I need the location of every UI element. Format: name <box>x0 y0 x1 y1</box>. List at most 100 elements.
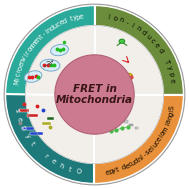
Text: a: a <box>165 118 172 124</box>
Bar <box>19 109 29 112</box>
Text: d: d <box>157 48 164 54</box>
Text: e: e <box>58 19 65 26</box>
Ellipse shape <box>126 73 132 78</box>
Ellipse shape <box>111 64 116 68</box>
Text: e: e <box>50 158 57 165</box>
Text: d: d <box>133 158 140 165</box>
Text: e: e <box>153 42 160 49</box>
Text: o: o <box>17 65 24 71</box>
Bar <box>30 132 43 135</box>
Wedge shape <box>6 6 94 94</box>
Text: I: I <box>107 14 110 20</box>
Wedge shape <box>6 94 94 183</box>
Ellipse shape <box>119 39 125 43</box>
Wedge shape <box>94 6 183 94</box>
Bar <box>135 127 138 129</box>
Text: -: - <box>125 19 129 26</box>
Text: e: e <box>18 62 25 68</box>
Wedge shape <box>26 26 94 94</box>
Text: d: d <box>49 24 56 31</box>
Text: c: c <box>154 139 161 146</box>
Text: p: p <box>167 71 174 77</box>
Ellipse shape <box>24 71 42 82</box>
Text: y: y <box>24 133 31 139</box>
Text: r: r <box>16 69 22 74</box>
Bar <box>42 122 51 125</box>
Bar <box>22 127 34 130</box>
Text: p: p <box>76 14 81 21</box>
Ellipse shape <box>40 59 60 71</box>
Text: u: u <box>151 142 159 149</box>
Text: e: e <box>105 169 110 176</box>
Text: I: I <box>140 154 145 160</box>
Wedge shape <box>94 94 183 183</box>
Text: n: n <box>46 26 53 33</box>
Text: r: r <box>25 50 31 55</box>
Bar <box>119 117 122 119</box>
Text: n: n <box>118 17 124 24</box>
Ellipse shape <box>51 44 68 56</box>
Text: l: l <box>158 134 164 139</box>
Text: c: c <box>55 21 61 28</box>
Text: c: c <box>15 72 21 77</box>
Bar <box>47 117 54 120</box>
Text: o: o <box>159 130 167 137</box>
Text: u: u <box>52 22 59 30</box>
Text: o: o <box>112 15 118 22</box>
Text: n: n <box>19 58 26 65</box>
Text: u: u <box>130 159 137 167</box>
Text: M: M <box>13 78 20 85</box>
Text: O: O <box>76 168 82 175</box>
Bar <box>108 110 112 112</box>
Text: c: c <box>149 38 156 44</box>
Text: u: u <box>144 33 152 40</box>
Text: -: - <box>142 152 148 158</box>
Text: i: i <box>14 77 20 80</box>
Text: FRET in
Mitochondria: FRET in Mitochondria <box>56 84 133 105</box>
Wedge shape <box>94 94 163 163</box>
Text: d: d <box>62 18 68 25</box>
Bar <box>124 120 128 123</box>
Text: s: s <box>144 149 151 156</box>
Text: p: p <box>19 125 26 131</box>
Text: e: e <box>156 136 163 143</box>
Text: t: t <box>115 167 120 173</box>
Text: e: e <box>169 78 175 83</box>
Text: s: s <box>14 108 20 112</box>
Text: e: e <box>124 163 131 170</box>
Text: y: y <box>112 167 117 174</box>
Bar <box>114 113 117 116</box>
Text: v: v <box>21 55 28 62</box>
Text: t: t <box>68 166 72 173</box>
Text: h: h <box>58 163 64 170</box>
Text: T: T <box>163 59 170 65</box>
Text: l: l <box>164 122 171 126</box>
Bar <box>27 114 38 117</box>
Text: d: d <box>121 164 127 171</box>
Circle shape <box>55 55 134 134</box>
Text: i: i <box>169 109 175 112</box>
Text: S: S <box>169 105 176 110</box>
Text: g: g <box>167 111 174 117</box>
Text: y: y <box>72 15 77 22</box>
Text: y: y <box>165 65 172 71</box>
Text: r: r <box>43 153 49 160</box>
Bar <box>129 124 133 126</box>
Text: e: e <box>79 13 84 20</box>
Text: n: n <box>35 35 42 42</box>
Text: c: c <box>128 161 134 168</box>
Text: e: e <box>33 38 40 45</box>
Text: i: i <box>23 53 29 58</box>
Bar <box>103 107 106 109</box>
Text: t: t <box>29 140 36 146</box>
Text: I: I <box>44 29 49 35</box>
Text: m: m <box>160 126 169 135</box>
Text: o: o <box>26 46 33 53</box>
Text: t: t <box>38 33 44 39</box>
Text: p: p <box>108 168 113 175</box>
Text: n: n <box>136 156 143 163</box>
Text: n: n <box>135 25 141 32</box>
Text: m: m <box>30 40 38 48</box>
Wedge shape <box>26 94 94 163</box>
Text: n: n <box>167 115 174 121</box>
